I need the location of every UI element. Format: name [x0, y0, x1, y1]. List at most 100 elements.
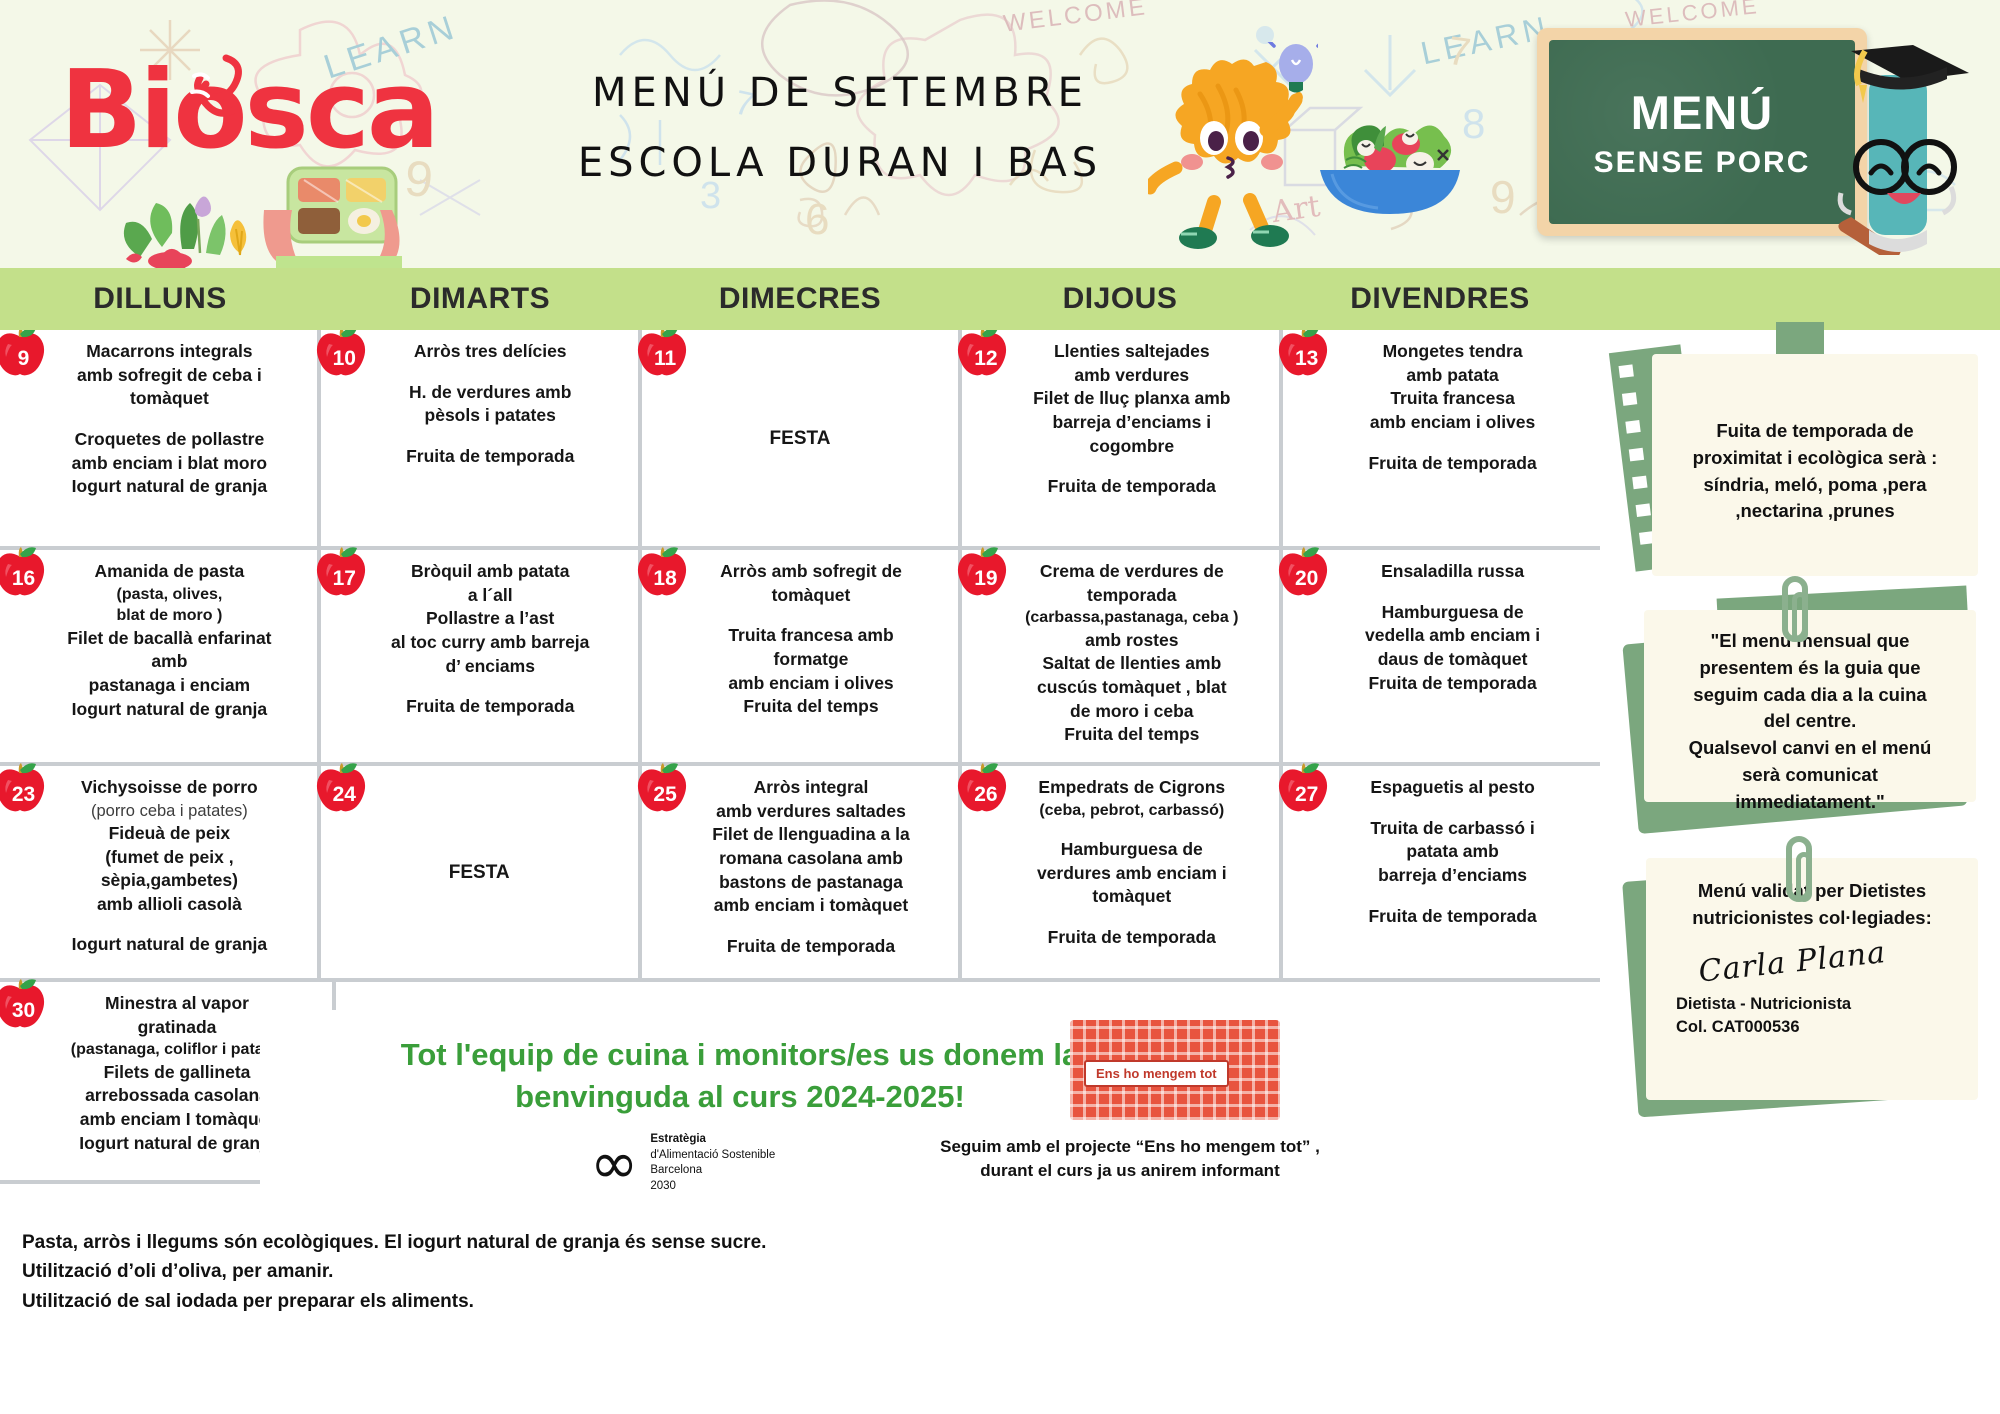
dish-line: amb enciam i olives	[728, 672, 894, 693]
dish-line: Espaguetis al pesto	[1370, 777, 1535, 797]
menu-dish-list: Llenties saltejades amb verdures Filet de …	[970, 340, 1271, 499]
quote-line-7: immediatament."	[1735, 790, 1885, 812]
dish-line: Saltat de llenties amb	[1042, 653, 1222, 674]
paperclip-icon-2	[1786, 836, 1812, 902]
dish-line: temporada	[1087, 584, 1177, 605]
footer-note-1: Pasta, arròs i llegums són ecològiques. …	[22, 1232, 767, 1253]
note-quote-text: "El menú mensual que presentem és la gui…	[1644, 610, 1976, 834]
dish-spacer	[1315, 888, 1590, 905]
menu-day-cell-13[interactable]: 13 Mongetes tendra amb patata Truita france…	[1279, 327, 1600, 546]
dish-line: Fideuà de peix	[108, 822, 231, 843]
menu-day-cell-27[interactable]: 27 Espaguetis al pesto Truita de carbassó …	[1279, 763, 1600, 978]
dish-line: amb patata	[1406, 364, 1499, 385]
apple-icon	[315, 762, 367, 814]
dish-line: patata amb	[1406, 841, 1499, 862]
menu-day-cell-20[interactable]: 20 Ensaladilla russa Hamburguesa de vedella…	[1279, 547, 1600, 762]
menu-day-cell-25[interactable]: 25 Arròs integral amb verdures saltades Fil…	[637, 763, 959, 978]
dish-line: Fruita del temps	[743, 696, 879, 717]
menu-day-cell-9[interactable]: 9 Macarrons integrals amb sofregit de ceba…	[0, 327, 317, 546]
dish-line: romana casolana amb	[719, 847, 903, 868]
bcn-2030-logo: ∞ Estratègia d'Alimentació Sostenible Ba…	[590, 1132, 775, 1194]
days-bar-right-filler	[1600, 268, 2000, 330]
star-mascot-illustration	[1143, 24, 1328, 262]
weekday-header-dilluns: DILLUNS	[93, 282, 227, 315]
doodle-number-3: 3	[700, 175, 722, 217]
menu-day-cell-23[interactable]: 23 Vichysoisse de porro (porro ceba i pata…	[0, 763, 317, 978]
dish-line: a l´all	[467, 584, 513, 605]
dish-line: Fruita de temporada	[1368, 672, 1537, 693]
dish-line: Filet de lluç planxa amb	[1033, 388, 1231, 409]
day-number: 13	[1295, 347, 1319, 370]
menu-day-cell-10[interactable]: 10 Arròs tres delícies H. de verdures amb p…	[316, 327, 638, 546]
menu-day-cell-16[interactable]: 16 Amanida de pasta (pasta, olives, blat de…	[0, 547, 317, 762]
menu-day-cell-17[interactable]: 17 Bròquil amb patata a l´all Pollastre a l…	[316, 547, 638, 762]
dish-line: amb enciam i blat moro	[71, 452, 268, 473]
dish-line: Fruita de temporada	[1368, 452, 1537, 473]
apple-icon	[0, 978, 46, 1030]
dish-line: Amanida de pasta	[94, 561, 245, 581]
dish-line: Fruita de temporada	[726, 935, 896, 956]
dish-line: amb allioli casolà	[96, 893, 242, 914]
menu-dish-list: Mongetes tendra amb patata Truita francesa…	[1291, 340, 1592, 475]
chalkboard-menu-notice: MENÚ SENSE PORC	[1537, 28, 1867, 236]
dish-spacer	[994, 458, 1269, 475]
day-number: 11	[653, 347, 677, 370]
dish-line: Croquetes de pollastre	[74, 428, 265, 449]
dish-line: formatge	[773, 648, 849, 669]
note-monthly-menu-quote: "El menú mensual que presentem és la gui…	[1644, 610, 1976, 812]
dish-line: amb enciam I tomàquet	[79, 1109, 275, 1130]
logo-line-3: Barcelona	[650, 1164, 703, 1177]
doodle-number-6: 6	[805, 195, 830, 244]
apple-icon	[1277, 546, 1329, 598]
dish-spacer	[353, 678, 628, 695]
dish-spacer	[353, 364, 628, 381]
doodle-number-9: 9	[1490, 171, 1516, 223]
dish-line: Arròs tres delícies	[413, 341, 567, 361]
doodle-number-8: 8	[1462, 100, 1486, 147]
quote-line-6: serà comunicat	[1742, 764, 1878, 786]
menu-dish-list: Vichysoisse de porro (porro ceba i patate…	[8, 776, 309, 957]
dish-spacer	[1315, 435, 1590, 452]
footer-note-3: Utilització de sal iodada per preparar e…	[22, 1290, 474, 1312]
calendar-week-row: 16 Amanida de pasta (pasta, olives, blat de…	[0, 547, 1600, 762]
menu-day-cell-11[interactable]: 11 FESTA	[637, 327, 959, 546]
apple-icon	[0, 546, 46, 598]
dish-line: Iogurt natural de granja	[71, 476, 268, 497]
dish-line: Macarrons integrals	[86, 341, 253, 361]
vegetables-illustration	[110, 175, 280, 268]
holiday-label: FESTA	[448, 862, 510, 883]
footer-notes: Pasta, arròs i llegums són ecològiques. …	[22, 1228, 1222, 1316]
logo-line-2: d'Alimentació Sostenible	[650, 1148, 776, 1161]
dish-line: cuscús tomàquet , blat	[1036, 677, 1227, 698]
ens-ho-mengem-tot-card: Ens ho mengem tot	[1070, 1020, 1280, 1120]
dish-line: amb enciam i tomàquet	[713, 895, 909, 916]
menu-dish-list: Crema de verdures de temporada (carbassa,p…	[970, 560, 1271, 747]
salad-bowl-illustration	[1310, 100, 1470, 225]
weekday-header-dijous: DIJOUS	[1062, 282, 1178, 315]
chalkboard-subtitle: SENSE PORC	[1593, 145, 1811, 179]
weekday-header-dimarts: DIMARTS	[409, 282, 551, 315]
menu-day-cell-24[interactable]: 24 FESTA	[316, 763, 638, 978]
dish-spacer	[674, 918, 949, 935]
quote-line-4: del centre.	[1763, 710, 1857, 732]
menu-dish-list: Arròs integral amb verdures saltades Filet…	[650, 776, 951, 958]
menu-day-cell-19[interactable]: 19 Crema de verdures de temporada (carbassa…	[958, 547, 1280, 762]
dish-line: (ceba, pebrot, carbassó)	[1039, 801, 1225, 819]
weekday-header-divendres: DIVENDRES	[1350, 282, 1530, 315]
day-number: 16	[11, 567, 36, 590]
menu-day-cell-18[interactable]: 18 Arròs amb sofregit de tomàquet Truita fr…	[637, 547, 959, 762]
quote-line-5: Qualsevol canvi en el menú	[1688, 737, 1932, 759]
dish-line: Fruita de temporada	[406, 445, 575, 466]
menu-day-cell-26[interactable]: 26 Empedrats de Cigrons (ceba, pebrot, car…	[958, 763, 1280, 978]
dish-line: Iogurt natural de granja	[71, 934, 268, 955]
menu-dish-list: Espaguetis al pesto Truita de carbassó i p…	[1291, 776, 1592, 928]
dish-line: Arròs integral	[753, 777, 869, 797]
menu-day-cell-12[interactable]: 12 Llenties saltejades amb verdures Filet d…	[958, 327, 1280, 546]
dish-line: cogombre	[1089, 435, 1175, 456]
infinity-icon: ∞	[590, 1128, 639, 1197]
dish-line: amb rostes	[1085, 629, 1179, 650]
page-header: LEARN LEARN WELCOME WELCOME Art 7 8 9 9 …	[0, 0, 2000, 268]
dish-line: daus de tomàquet	[1377, 648, 1528, 669]
day-number: 19	[974, 567, 998, 590]
dietitian-college-number: Col. CAT000536	[1676, 1017, 1800, 1036]
